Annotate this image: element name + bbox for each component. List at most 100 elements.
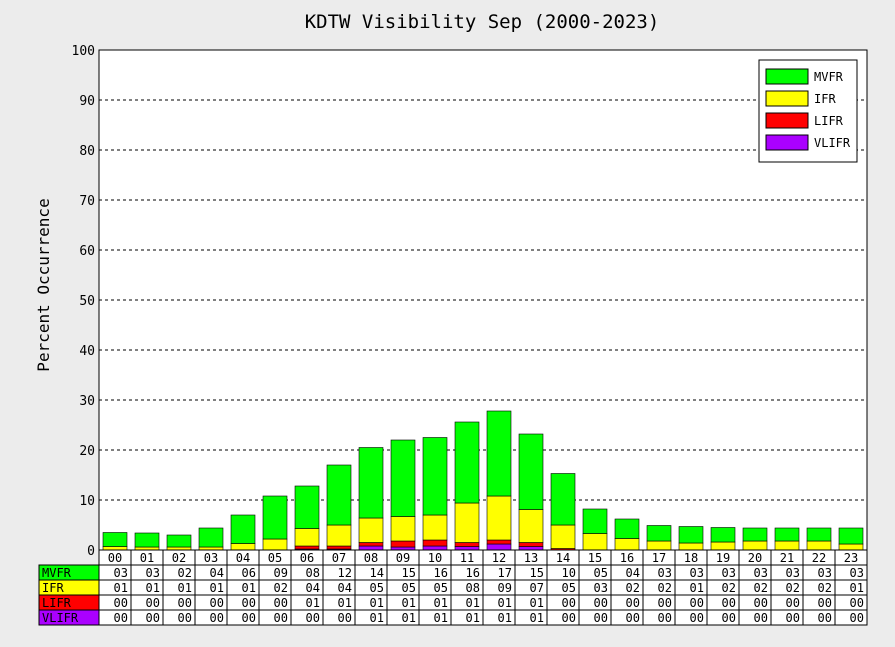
bar-segment-ifr (710, 541, 736, 551)
y-tick-label: 90 (79, 94, 95, 109)
table-cell-value: 00 (658, 611, 672, 625)
table-cell-value: 00 (818, 611, 832, 625)
x-tick-label: 12 (492, 551, 506, 565)
bar-segment-ifr (774, 540, 800, 551)
x-tick-label: 08 (364, 551, 378, 565)
bar-segment-lifr (390, 540, 416, 548)
bar-segment-mvfr (646, 525, 672, 542)
table-cell-value: 00 (722, 611, 736, 625)
table-cell-value: 04 (210, 566, 224, 580)
legend-label-mvfr: MVFR (814, 70, 844, 84)
bar-segment-mvfr (774, 527, 800, 542)
table-cell-value: 01 (402, 611, 416, 625)
table-cell-value: 01 (498, 596, 512, 610)
table-cell-value: 09 (274, 566, 288, 580)
table-cell-value: 15 (530, 566, 544, 580)
table-cell-value: 00 (274, 596, 288, 610)
bar-segment-lifr (326, 545, 352, 550)
bar-segment-vlifr (454, 546, 480, 551)
x-tick-label: 00 (108, 551, 122, 565)
table-cell-value: 01 (434, 611, 448, 625)
bar-segment-ifr (582, 533, 608, 551)
table-cell-value: 02 (754, 581, 768, 595)
table-cell-value: 02 (722, 581, 736, 595)
table-cell-value: 01 (466, 611, 480, 625)
table-cell-value: 00 (274, 611, 288, 625)
table-cell-value: 00 (722, 596, 736, 610)
bar-segment-mvfr (262, 495, 288, 540)
table-cell-value: 00 (594, 596, 608, 610)
legend: MVFR IFR LIFR VLIFR (758, 59, 858, 163)
y-tick-label: 60 (79, 244, 95, 259)
table-cell-value: 00 (306, 611, 320, 625)
chart-title: KDTW Visibility Sep (2000-2023) (305, 11, 660, 33)
y-tick-label: 0 (87, 544, 95, 559)
table-cell-value: 00 (658, 596, 672, 610)
legend-label-lifr: LIFR (814, 114, 844, 128)
legend-swatch-vlifr (765, 134, 809, 151)
bar-segment-mvfr (454, 421, 480, 504)
bar-segment-mvfr (550, 473, 576, 526)
table-cell-value: 03 (786, 566, 800, 580)
bar-segment-mvfr (518, 433, 544, 510)
bar-segment-ifr (678, 542, 704, 551)
table-cell-value: 00 (850, 611, 864, 625)
table-cell-value: 09 (498, 581, 512, 595)
table-cell-value: 00 (626, 596, 640, 610)
x-tick-label: 06 (300, 551, 314, 565)
x-tick-label: 03 (204, 551, 218, 565)
x-tick-label: 17 (652, 551, 666, 565)
table-cell-value: 02 (786, 581, 800, 595)
bar-segment-ifr (358, 517, 384, 543)
bar-segment-ifr (294, 528, 320, 547)
y-tick-label: 10 (79, 494, 95, 509)
table-cell-value: 00 (210, 596, 224, 610)
table-cell-value: 00 (786, 611, 800, 625)
bar-segment-lifr (294, 545, 320, 550)
table-cell-value: 00 (210, 611, 224, 625)
table-cell-value: 05 (594, 566, 608, 580)
x-tick-label: 01 (140, 551, 154, 565)
x-tick-label: 19 (716, 551, 730, 565)
table-cell-value: 07 (530, 581, 544, 595)
table-cell-value: 01 (850, 581, 864, 595)
bar-segment-ifr (102, 546, 128, 551)
table-cell-value: 01 (402, 596, 416, 610)
table-cell-value: 15 (402, 566, 416, 580)
table-cell-value: 14 (370, 566, 384, 580)
table-cell-value: 17 (498, 566, 512, 580)
table-cell-value: 08 (306, 566, 320, 580)
bar-segment-mvfr (742, 527, 768, 542)
bar-segment-mvfr (422, 437, 448, 516)
table-cell-value: 03 (146, 566, 160, 580)
x-tick-label: 09 (396, 551, 410, 565)
table-cell-value: 01 (242, 581, 256, 595)
legend-swatch-lifr (765, 112, 809, 129)
table-cell-value: 06 (242, 566, 256, 580)
bar-segment-vlifr (486, 543, 512, 551)
bar-segment-mvfr (166, 534, 192, 548)
y-tick-label: 50 (79, 294, 95, 309)
table-cell-value: 02 (658, 581, 672, 595)
table-cell-value: 05 (402, 581, 416, 595)
bar-segment-mvfr (294, 485, 320, 529)
table-cell-value: 00 (690, 611, 704, 625)
table-cell-value: 00 (754, 611, 768, 625)
bar-segment-ifr (550, 524, 576, 549)
table-cell-value: 00 (850, 596, 864, 610)
bar-segment-mvfr (678, 526, 704, 544)
bar-segment-mvfr (838, 527, 864, 545)
table-cell-value: 04 (338, 581, 352, 595)
grid-lines (99, 99, 867, 501)
bar-segment-mvfr (614, 518, 640, 539)
table-cell-value: 01 (178, 581, 192, 595)
x-tick-label: 16 (620, 551, 634, 565)
bar-segment-ifr (742, 540, 768, 551)
table-cell-value: 02 (178, 566, 192, 580)
table-cell-value: 03 (754, 566, 768, 580)
table-cell-value: 00 (114, 596, 128, 610)
legend-label-vlifr: VLIFR (814, 136, 851, 150)
table-cell-value: 01 (466, 596, 480, 610)
table-cell-value: 00 (178, 596, 192, 610)
